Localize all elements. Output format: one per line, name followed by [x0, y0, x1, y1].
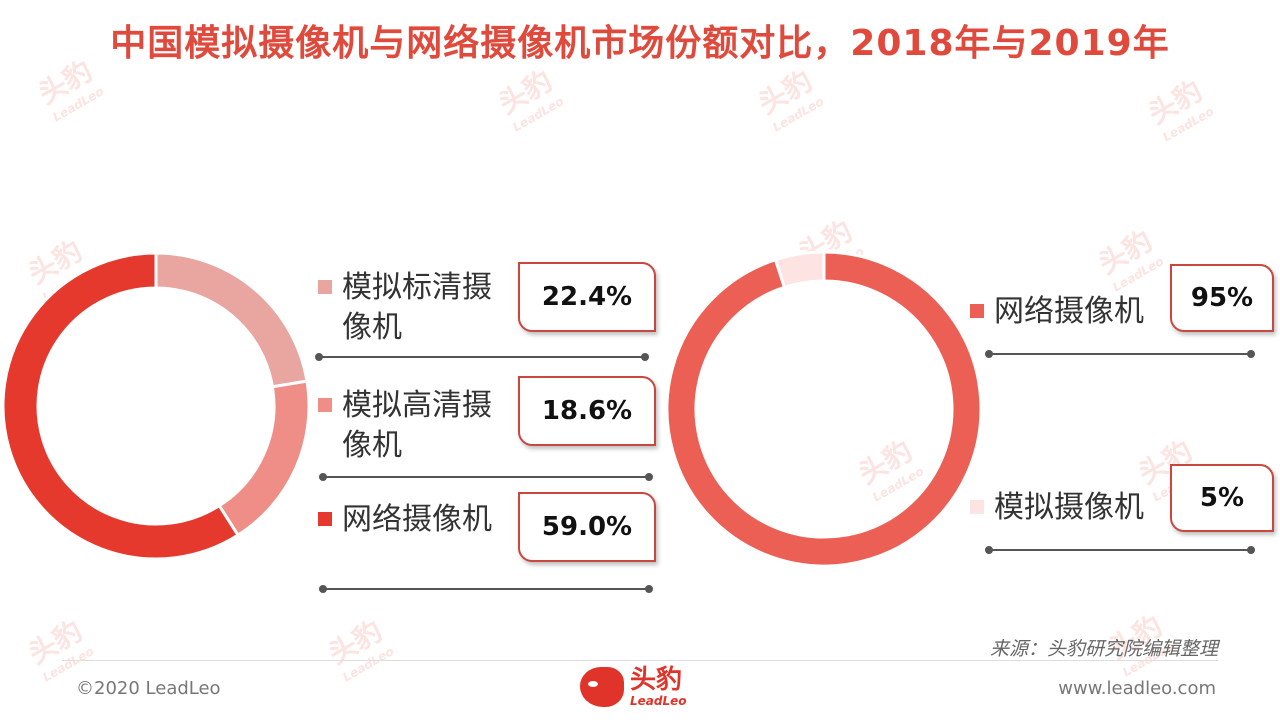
donut-slice-1: [665, 250, 983, 568]
legend-item: 模拟摄像机: [970, 488, 1170, 528]
legend-item: 网络摄像机: [970, 292, 1170, 332]
legend-item: 网络摄像机: [318, 500, 528, 540]
legend-swatch: [970, 500, 984, 514]
value-label: 59.0%: [518, 492, 656, 562]
website-link[interactable]: www.leadleo.com: [1058, 678, 1216, 699]
legend-swatch: [318, 280, 332, 294]
brand-logo: 头豹 LeadLeo: [580, 666, 687, 708]
value-label: 22.4%: [518, 262, 656, 332]
legend-label: 网络摄像机: [342, 502, 492, 537]
legend-label: 模拟标清摄像机: [342, 270, 492, 345]
copyright: ©2020 LeadLeo: [76, 678, 221, 699]
footer-divider: [62, 660, 1218, 661]
logo-text-cn: 头豹: [630, 665, 683, 695]
donut-2018: [1, 251, 311, 561]
legend-label: 模拟摄像机: [994, 490, 1144, 525]
legend-swatch: [318, 512, 332, 526]
legend-swatch: [970, 304, 984, 318]
legend-swatch: [318, 398, 332, 412]
leopard-icon: [580, 667, 624, 707]
value-label: 5%: [1170, 464, 1274, 532]
donut-slice-1: [154, 251, 309, 389]
legend-item: 模拟高清摄像机: [318, 386, 518, 466]
legend-divider: [315, 353, 649, 361]
donut-slice-2: [217, 379, 311, 538]
value-label: 95%: [1170, 264, 1274, 332]
donut-2019: [665, 250, 983, 568]
legend-divider: [319, 585, 653, 593]
source-note: 来源：头豹研究院编辑整理: [989, 638, 1218, 660]
donut-slice-2: [773, 250, 826, 290]
donut-slice-3: [1, 251, 241, 561]
legend-divider: [985, 350, 1255, 358]
legend-divider: [985, 546, 1255, 554]
legend-label: 网络摄像机: [994, 294, 1144, 329]
value-label: 18.6%: [518, 376, 656, 446]
page-title: 中国模拟摄像机与网络摄像机市场份额对比，2018年与2019年: [110, 23, 1170, 64]
logo-text-en: LeadLeo: [630, 694, 687, 708]
legend-label: 模拟高清摄像机: [342, 388, 492, 463]
legend-divider: [319, 473, 653, 481]
legend-item: 模拟标清摄像机: [318, 268, 518, 348]
